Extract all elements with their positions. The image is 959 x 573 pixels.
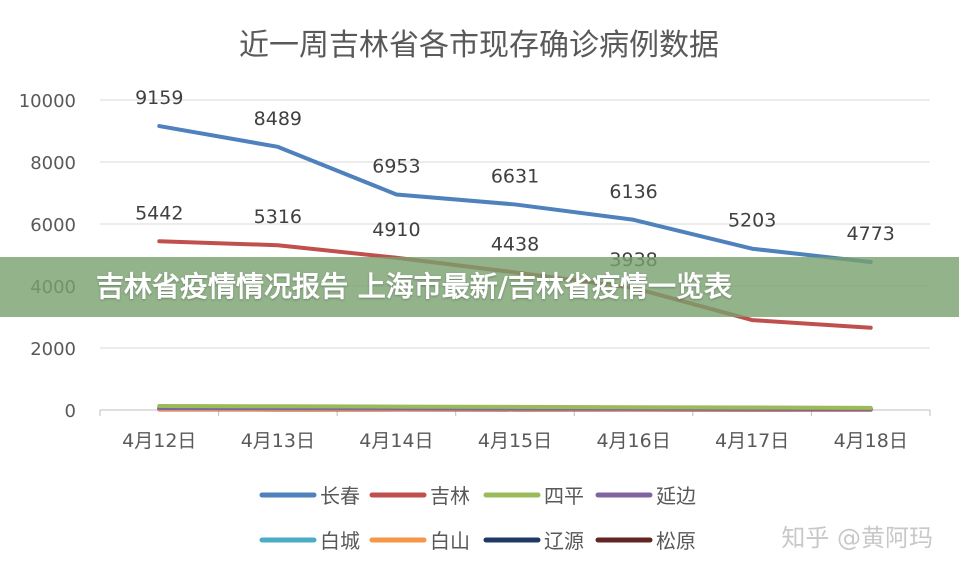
data-label: 5316 (254, 206, 302, 228)
x-tick-label: 4月13日 (241, 430, 315, 452)
legend-label: 白山 (430, 529, 470, 553)
chart-title: 近一周吉林省各市现存确诊病例数据 (239, 28, 719, 63)
data-label: 4773 (847, 223, 895, 245)
data-label: 9159 (135, 87, 183, 109)
y-tick-label: 10000 (19, 91, 76, 112)
overlay-banner (0, 257, 959, 317)
x-tick-label: 4月12日 (122, 430, 196, 452)
legend-label: 吉林 (430, 484, 470, 508)
data-label: 5442 (135, 202, 183, 224)
legend-label: 四平 (544, 484, 584, 508)
x-tick-label: 4月14日 (359, 430, 433, 452)
legend-label: 延边 (656, 484, 696, 508)
series-line-长春 (157, 124, 873, 265)
data-label: 6136 (609, 181, 657, 203)
series-line-四平 (157, 403, 873, 410)
legend-label: 长春 (320, 484, 360, 508)
banner-title: 吉林省疫情情况报告 上海市最新/吉林省疫情一览表 (96, 270, 732, 303)
data-label: 4438 (491, 233, 539, 255)
y-tick-label: 2000 (30, 339, 76, 360)
data-label: 4910 (372, 219, 420, 241)
legend-label: 松原 (656, 529, 696, 553)
legend-label: 白城 (320, 529, 360, 553)
x-tick-label: 4月18日 (834, 430, 908, 452)
y-tick-label: 0 (65, 401, 76, 422)
x-tick-label: 4月15日 (478, 430, 552, 452)
data-label: 6631 (491, 165, 539, 187)
data-label: 5203 (728, 210, 776, 232)
zhihu-watermark: 知乎 @黄阿玛 (781, 524, 933, 552)
y-tick-label: 8000 (30, 153, 76, 174)
y-tick-label: 6000 (30, 215, 76, 236)
x-tick-label: 4月17日 (715, 430, 789, 452)
data-label: 8489 (254, 108, 302, 130)
data-label: 6953 (372, 155, 420, 177)
legend-label: 辽源 (544, 529, 584, 553)
x-tick-label: 4月16日 (596, 430, 670, 452)
